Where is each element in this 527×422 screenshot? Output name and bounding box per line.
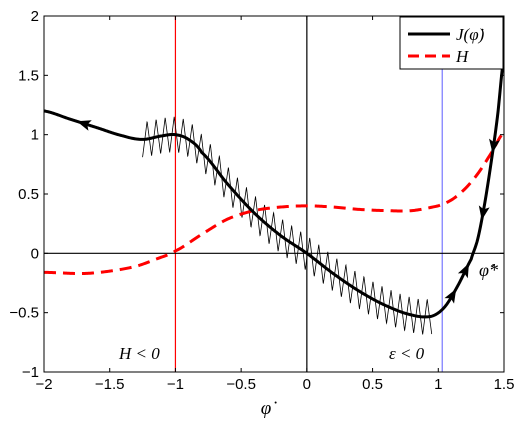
y-tick-label-5: 1.5 — [18, 67, 39, 84]
y-tick-label-6: 2 — [31, 8, 39, 25]
series-line-h — [44, 131, 504, 276]
plot-background — [44, 16, 504, 372]
x-tick-label-3: −0.5 — [226, 376, 256, 393]
y-tick-label-0: −1 — [22, 364, 39, 381]
legend: J(φ̇) H — [399, 16, 504, 70]
oscillation-line — [142, 116, 433, 335]
y-tick-label-2: 0 — [31, 245, 39, 262]
direction-arrow-2 — [457, 263, 469, 279]
x-tick-label-4: 0 — [303, 376, 311, 393]
x-tick-label-7: 1.5 — [494, 376, 515, 393]
x-tick-label-1: −1.5 — [95, 376, 125, 393]
y-tick-label-3: 0.5 — [18, 186, 39, 203]
x-tick-label-2: −1 — [167, 376, 184, 393]
direction-arrow-3 — [478, 205, 490, 221]
x-tick-label-5: 0.5 — [362, 376, 383, 393]
legend-label-j: J(φ̇) — [456, 25, 485, 44]
legend-box — [399, 16, 504, 70]
y-tick-label-4: 1 — [31, 127, 39, 144]
annotation-epsilon-negative: ε < 0 — [389, 344, 425, 363]
direction-arrow-0 — [76, 120, 92, 131]
annotation-h-negative: H < 0 — [118, 344, 160, 363]
x-tick-label-0: −2 — [35, 376, 52, 393]
direction-arrow-1 — [444, 288, 457, 304]
series-line-j — [44, 57, 504, 319]
annotation-phi-star: φ̇* — [479, 260, 498, 280]
y-tick-label-1: −0.5 — [9, 305, 39, 322]
x-tick-label-6: 1 — [434, 376, 442, 393]
legend-label-h: H — [455, 47, 470, 66]
direction-arrow-4 — [489, 138, 500, 154]
x-axis-label: φ̇ — [261, 398, 278, 419]
